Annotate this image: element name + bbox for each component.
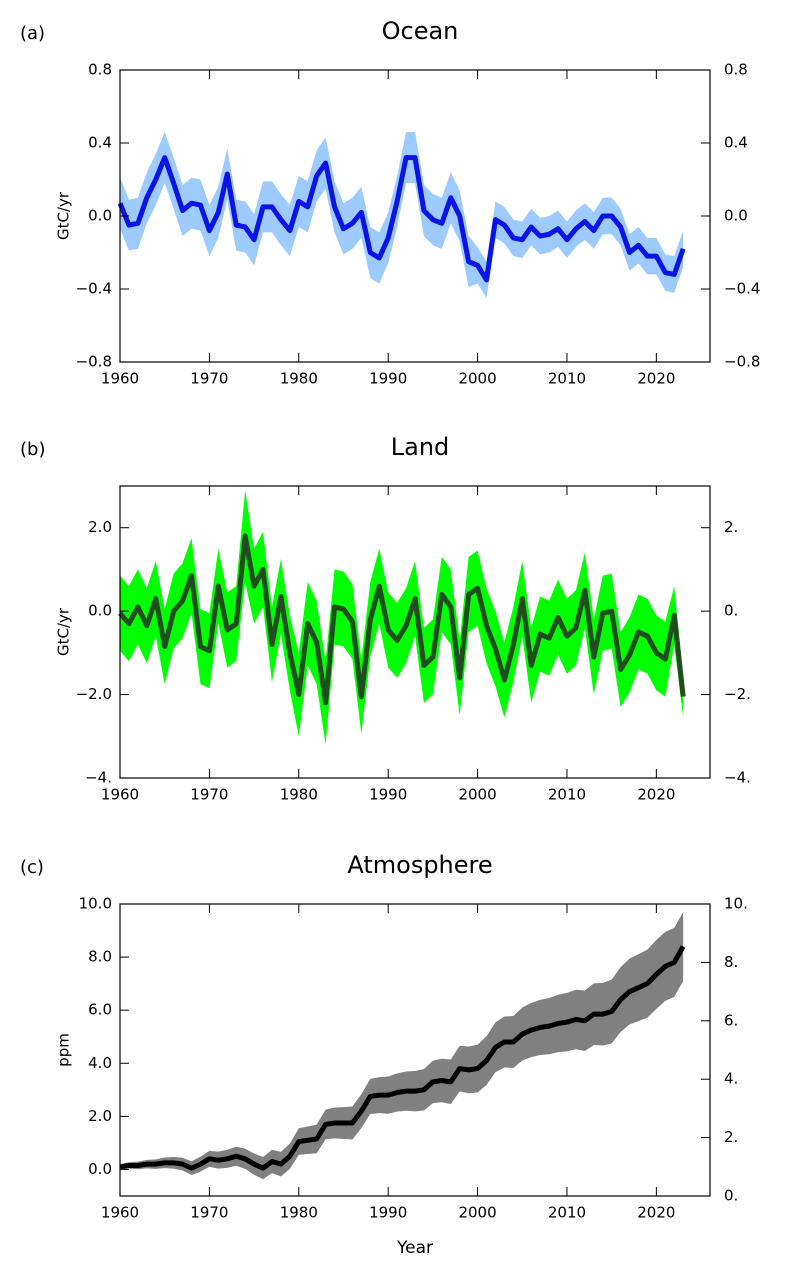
x-tick-label: 1980 xyxy=(280,1204,318,1222)
y-tick-label: −2.0 xyxy=(76,685,112,703)
y2-tick-label: 6. xyxy=(724,1011,738,1029)
data-line xyxy=(119,945,686,1171)
y2-tick-label: −2. xyxy=(724,685,751,703)
chart-title: Land xyxy=(391,433,450,461)
x-tick-label: 1970 xyxy=(190,1204,228,1222)
y2-tick-label: −4. xyxy=(724,769,751,787)
uncertainty-band xyxy=(120,911,684,1180)
y-tick-label: 2.0 xyxy=(88,518,112,536)
x-tick-label: 1970 xyxy=(190,786,228,804)
y2-tick-label: 0.8 xyxy=(724,61,748,79)
y2-tick-label: 4. xyxy=(724,1070,738,1088)
y-tick-label: 8.0 xyxy=(88,948,112,966)
x-tick-label: 1990 xyxy=(369,370,407,388)
y2-tick-label: 0.0 xyxy=(724,207,748,225)
x-tick-label: 1990 xyxy=(369,1204,407,1222)
y-tick-label: 0.0 xyxy=(88,207,112,225)
x-tick-label: 1960 xyxy=(101,1204,139,1222)
x-tick-label: 2000 xyxy=(458,370,496,388)
chart-title: Atmosphere xyxy=(347,851,492,879)
y2-tick-label: 0. xyxy=(724,1187,738,1205)
y-tick-label: 6.0 xyxy=(88,1001,112,1019)
x-tick-label: 2000 xyxy=(458,786,496,804)
x-tick-label: 1960 xyxy=(101,370,139,388)
y-tick-label: −0.4 xyxy=(76,280,112,298)
x-tick-label: 1970 xyxy=(190,370,228,388)
uncertainty-band xyxy=(120,490,684,745)
y-axis-label: ppm xyxy=(55,1033,73,1067)
y-tick-label: 0.0 xyxy=(88,1160,112,1178)
panel-label: (c) xyxy=(20,857,44,878)
y-tick-label: 4.0 xyxy=(88,1054,112,1072)
x-tick-label: 1960 xyxy=(101,786,139,804)
y-axis-label: GtC/yr xyxy=(55,191,73,240)
x-tick-label: 1990 xyxy=(369,786,407,804)
y2-tick-label: −0.4 xyxy=(724,280,760,298)
x-tick-label: 1980 xyxy=(280,370,318,388)
y-tick-label: −4. xyxy=(85,769,112,787)
y2-tick-label: 2. xyxy=(724,1128,738,1146)
y2-tick-label: 0. xyxy=(724,602,738,620)
panel-label: (a) xyxy=(20,23,45,44)
x-tick-label: 2010 xyxy=(548,370,586,388)
x-tick-label: 2010 xyxy=(548,1204,586,1222)
plot-frame xyxy=(119,903,711,1197)
x-tick-label: 2000 xyxy=(458,1204,496,1222)
data-line xyxy=(117,155,686,283)
y-tick-label: 0.4 xyxy=(88,134,112,152)
y2-tick-label: 10. xyxy=(724,895,748,913)
x-tick-label: 2010 xyxy=(548,786,586,804)
x-tick-label: 1980 xyxy=(280,786,318,804)
data-line xyxy=(118,533,686,706)
x-tick-label: 2020 xyxy=(637,370,675,388)
y-tick-label: 10.0 xyxy=(79,895,112,913)
y2-tick-label: −0.8 xyxy=(724,353,760,371)
y2-tick-label: 0.4 xyxy=(724,134,748,152)
y-tick-label: −0.8 xyxy=(76,353,112,371)
y-tick-label: 2.0 xyxy=(88,1107,112,1125)
x-axis-label: Year xyxy=(396,1238,433,1258)
y-tick-label: 0.0 xyxy=(88,602,112,620)
y-axis-label: GtC/yr xyxy=(55,607,73,656)
y2-tick-label: 8. xyxy=(724,953,738,971)
x-tick-label: 2020 xyxy=(637,786,675,804)
y-tick-label: 0.8 xyxy=(88,61,112,79)
y2-tick-label: 2. xyxy=(724,518,738,536)
plot-frame xyxy=(119,485,711,779)
x-tick-label: 2020 xyxy=(637,1204,675,1222)
panel-label: (b) xyxy=(20,439,45,460)
chart-title: Ocean xyxy=(382,17,459,45)
